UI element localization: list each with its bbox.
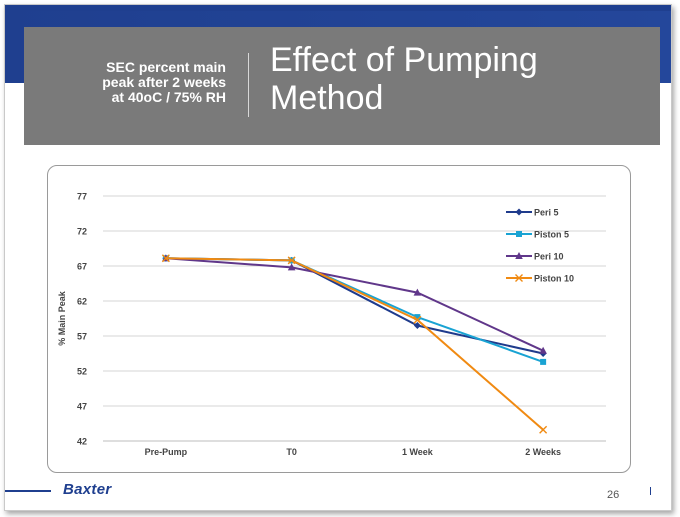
slide-subtitle: SEC percent main peak after 2 weeks at 4… [102,59,226,105]
legend-marker-piston-10 [515,274,523,282]
legend-marker-peri-5 [515,208,523,216]
slide-title: Effect of Pumping Method [270,41,538,117]
data-point-peri-10 [287,263,296,271]
data-point-piston-10 [413,315,422,324]
line-chart: 42 47 52 57 62 67 72 77 Pre-Pump T0 1 Week 2 Weeks%… [57,192,606,457]
y-tick-label: 57 [77,332,87,342]
data-point-piston-5 [540,358,547,365]
x-tick-label: 1 Week [402,447,434,457]
page-number: 26 [607,489,620,501]
legend-marker-peri-10 [515,252,523,259]
data-point-peri-5 [413,322,421,329]
legend-label-peri-5: Peri 5 [534,208,559,218]
y-tick-label: 67 [77,262,87,272]
y-tick-label: 62 [77,297,87,307]
data-point-piston-5 [414,314,421,321]
top-brand-bar [5,5,671,11]
title-divider [248,53,249,117]
data-point-piston-10 [161,254,170,263]
baxter-logo: Baxter [63,481,112,498]
data-point-piston-10 [287,256,296,265]
y-tick-label: 42 [77,437,87,447]
series-line-peri-5 [165,257,544,355]
series-line-piston-5 [165,257,544,363]
legend-marker-piston-5 [516,231,522,237]
legend-label-piston-5: Piston 5 [534,230,569,240]
legend-label-peri-10: Peri 10 [534,252,564,262]
footer-line [5,490,51,492]
x-tick-label: Pre-Pump [145,447,188,457]
x-tick-label: T0 [286,447,297,457]
series-line-piston-10 [165,257,544,431]
y-axis-title: % Main Peak [57,290,67,346]
slide: SEC percent main peak after 2 weeks at 4… [4,4,672,511]
y-tick-label: 72 [77,227,87,237]
chart-frame: 42 47 52 57 62 67 72 77 Pre-Pump T0 1 Week 2 Weeks%… [47,165,631,473]
x-tick-label: 2 Weeks [525,447,561,457]
data-point-peri-10 [539,346,547,354]
y-tick-label: 77 [77,192,87,202]
page-tick [650,487,651,495]
title-box: SEC percent main peak after 2 weeks at 4… [24,27,660,145]
y-tick-label: 52 [77,367,87,377]
data-point-piston-10 [539,425,548,434]
series-line-peri-10 [165,257,544,352]
legend-label-piston-10: Piston 10 [534,274,574,284]
data-point-peri-10 [413,288,422,296]
y-tick-label: 47 [77,402,87,412]
